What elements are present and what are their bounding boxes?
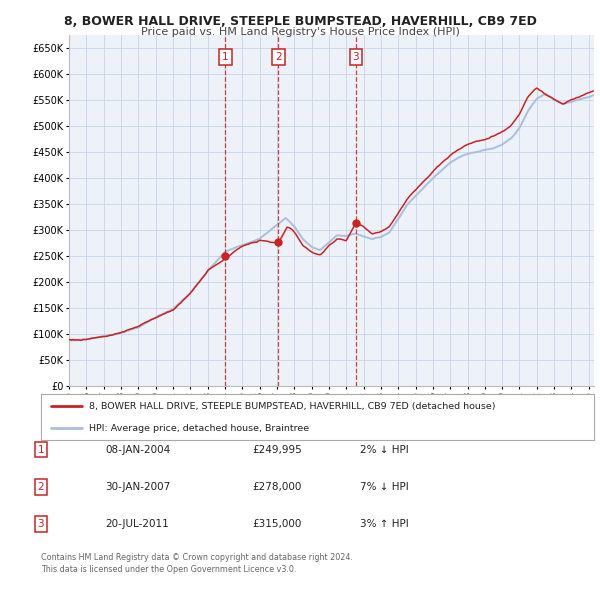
Text: 3: 3 xyxy=(37,519,44,529)
Text: 08-JAN-2004: 08-JAN-2004 xyxy=(105,445,170,454)
Text: 2: 2 xyxy=(275,52,281,62)
Text: 7% ↓ HPI: 7% ↓ HPI xyxy=(360,482,409,491)
Text: 2: 2 xyxy=(37,482,44,491)
Text: 1: 1 xyxy=(37,445,44,454)
Text: 8, BOWER HALL DRIVE, STEEPLE BUMPSTEAD, HAVERHILL, CB9 7ED: 8, BOWER HALL DRIVE, STEEPLE BUMPSTEAD, … xyxy=(64,15,536,28)
Text: 8, BOWER HALL DRIVE, STEEPLE BUMPSTEAD, HAVERHILL, CB9 7ED (detached house): 8, BOWER HALL DRIVE, STEEPLE BUMPSTEAD, … xyxy=(89,402,496,411)
Text: Price paid vs. HM Land Registry's House Price Index (HPI): Price paid vs. HM Land Registry's House … xyxy=(140,27,460,37)
Text: 2% ↓ HPI: 2% ↓ HPI xyxy=(360,445,409,454)
Text: 3% ↑ HPI: 3% ↑ HPI xyxy=(360,519,409,529)
Text: 30-JAN-2007: 30-JAN-2007 xyxy=(105,482,170,491)
Text: HPI: Average price, detached house, Braintree: HPI: Average price, detached house, Brai… xyxy=(89,424,310,432)
Text: £278,000: £278,000 xyxy=(252,482,301,491)
Text: This data is licensed under the Open Government Licence v3.0.: This data is licensed under the Open Gov… xyxy=(41,565,296,574)
Text: 20-JUL-2011: 20-JUL-2011 xyxy=(105,519,169,529)
Text: £249,995: £249,995 xyxy=(252,445,302,454)
Text: 3: 3 xyxy=(352,52,359,62)
Text: Contains HM Land Registry data © Crown copyright and database right 2024.: Contains HM Land Registry data © Crown c… xyxy=(41,553,353,562)
Text: £315,000: £315,000 xyxy=(252,519,301,529)
Text: 1: 1 xyxy=(222,52,229,62)
